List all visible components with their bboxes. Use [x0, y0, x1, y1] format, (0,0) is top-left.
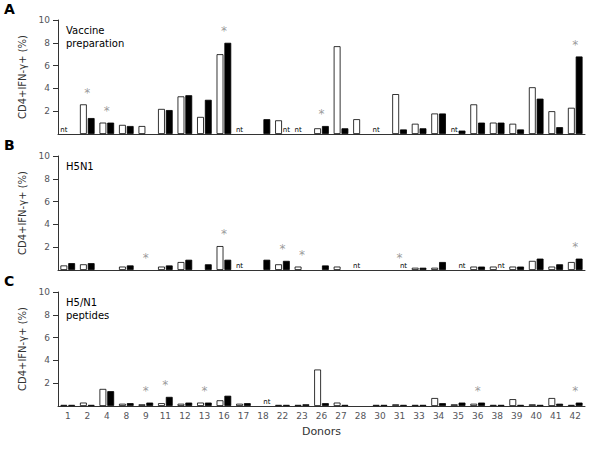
svg-text:13: 13: [199, 411, 210, 421]
svg-text:22: 22: [277, 411, 288, 421]
svg-text:28: 28: [355, 411, 367, 421]
svg-text:*: *: [572, 240, 578, 254]
svg-text:6: 6: [44, 197, 50, 207]
svg-text:*: *: [143, 251, 149, 265]
svg-text:*: *: [572, 384, 578, 398]
svg-text:*: *: [299, 248, 305, 262]
svg-text:10: 10: [39, 287, 51, 297]
svg-text:26: 26: [316, 411, 328, 421]
svg-text:11: 11: [160, 411, 171, 421]
svg-text:nt: nt: [236, 126, 243, 134]
svg-text:nt: nt: [294, 126, 301, 134]
svg-text:2: 2: [44, 106, 50, 116]
svg-text:C: C: [4, 273, 14, 289]
svg-text:nt: nt: [458, 262, 465, 270]
svg-text:2: 2: [84, 411, 90, 421]
svg-text:preparation: preparation: [66, 38, 124, 49]
svg-text:nt: nt: [399, 261, 408, 270]
svg-text:6: 6: [44, 61, 50, 71]
svg-text:16: 16: [218, 411, 230, 421]
svg-text:nt: nt: [497, 262, 504, 270]
svg-text:nt: nt: [451, 126, 458, 134]
svg-text:*: *: [221, 227, 227, 241]
svg-text:38: 38: [491, 411, 503, 421]
svg-text:31: 31: [394, 411, 405, 421]
svg-text:CD4+IFN-γ+ (%): CD4+IFN-γ+ (%): [17, 171, 28, 255]
svg-text:CD4+IFN-γ+ (%): CD4+IFN-γ+ (%): [17, 307, 28, 391]
svg-text:23: 23: [296, 411, 307, 421]
svg-text:42: 42: [570, 411, 581, 421]
svg-text:Vaccine: Vaccine: [66, 25, 104, 36]
svg-text:*: *: [319, 107, 325, 121]
svg-text:10: 10: [39, 15, 51, 25]
svg-text:4: 4: [104, 411, 110, 421]
svg-text:*: *: [143, 384, 149, 398]
svg-text:10: 10: [39, 151, 51, 161]
svg-text:8: 8: [44, 174, 50, 184]
svg-text:4: 4: [44, 83, 50, 93]
svg-text:*: *: [201, 384, 207, 398]
svg-text:27: 27: [335, 411, 346, 421]
svg-text:peptides: peptides: [66, 310, 109, 321]
svg-text:nt: nt: [283, 126, 290, 134]
svg-text:39: 39: [511, 411, 523, 421]
svg-text:6: 6: [44, 333, 50, 343]
svg-text:H5N1: H5N1: [66, 161, 94, 172]
svg-text:nt: nt: [60, 126, 67, 134]
svg-text:41: 41: [550, 411, 561, 421]
svg-text:nt: nt: [236, 262, 243, 270]
svg-text:34: 34: [433, 411, 445, 421]
svg-text:*: *: [104, 104, 110, 118]
svg-text:17: 17: [238, 411, 249, 421]
svg-text:*: *: [162, 378, 168, 392]
svg-text:H5/N1: H5/N1: [66, 297, 97, 308]
svg-text:1: 1: [65, 411, 71, 421]
svg-text:B: B: [4, 137, 15, 153]
svg-text:8: 8: [123, 411, 129, 421]
svg-text:2: 2: [44, 378, 50, 388]
svg-text:35: 35: [452, 411, 463, 421]
svg-text:Donors: Donors: [302, 425, 341, 438]
svg-text:CD4+IFN-γ+ (%): CD4+IFN-γ+ (%): [17, 35, 28, 119]
svg-text:*: *: [572, 38, 578, 52]
svg-text:*: *: [84, 86, 90, 100]
svg-text:nt: nt: [353, 262, 360, 270]
svg-text:8: 8: [44, 38, 50, 48]
svg-text:*: *: [397, 251, 403, 265]
svg-text:*: *: [475, 384, 481, 398]
svg-text:4: 4: [44, 219, 50, 229]
svg-text:36: 36: [472, 411, 484, 421]
svg-text:2: 2: [44, 242, 50, 252]
svg-text:9: 9: [143, 411, 149, 421]
svg-text:*: *: [221, 24, 227, 38]
svg-text:*: *: [279, 242, 285, 256]
svg-text:8: 8: [44, 310, 50, 320]
svg-text:30: 30: [374, 411, 386, 421]
svg-text:40: 40: [530, 411, 542, 421]
svg-text:12: 12: [179, 411, 190, 421]
svg-text:33: 33: [413, 411, 424, 421]
svg-text:A: A: [4, 1, 15, 17]
svg-text:18: 18: [257, 411, 269, 421]
svg-text:nt: nt: [373, 126, 380, 134]
svg-text:nt: nt: [263, 398, 270, 406]
svg-text:4: 4: [44, 355, 50, 365]
